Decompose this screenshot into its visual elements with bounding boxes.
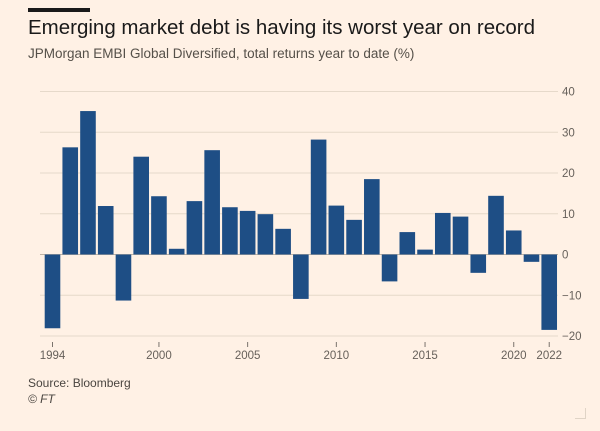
bar-1996 xyxy=(80,111,96,255)
bar-2006 xyxy=(257,214,274,255)
bar-1998 xyxy=(115,254,132,301)
y-tick-label: 20 xyxy=(562,168,575,180)
bar-2013 xyxy=(381,254,398,282)
x-tick-label: 2022 xyxy=(536,350,562,362)
x-tick-label: 2010 xyxy=(324,350,350,362)
chart-subtitle: JPMorgan EMBI Global Diversified, total … xyxy=(28,46,415,61)
bar-1997 xyxy=(97,206,114,255)
x-tick-label: 2015 xyxy=(412,350,438,362)
bar-1995 xyxy=(62,147,79,255)
bar-2012 xyxy=(364,179,380,255)
bar-2007 xyxy=(275,228,291,255)
source-note: Source: Bloomberg xyxy=(28,376,131,390)
bar-2020 xyxy=(505,230,522,255)
bar-2002 xyxy=(186,201,203,255)
bar-2017 xyxy=(452,216,469,255)
bar-2018 xyxy=(470,254,487,273)
x-tick-label: 1994 xyxy=(40,350,66,362)
bar-2009 xyxy=(310,139,327,255)
x-axis-labels: 1994 2000 2005 2010 2015 2020 2022 xyxy=(40,342,562,362)
bars xyxy=(44,111,558,330)
y-tick-label: −20 xyxy=(562,331,582,343)
bar-2010 xyxy=(328,205,345,255)
bar-2019 xyxy=(488,195,504,255)
bar-2011 xyxy=(346,219,362,255)
title-rule xyxy=(28,8,90,12)
bar-2003 xyxy=(204,150,220,255)
bar-2005 xyxy=(239,210,256,255)
y-tick-label: −10 xyxy=(562,290,582,302)
y-tick-label: 30 xyxy=(562,127,575,139)
y-tick-label: 10 xyxy=(562,209,575,221)
bar-2022 xyxy=(541,254,558,330)
y-tick-label: 40 xyxy=(562,87,575,99)
bar-2016 xyxy=(434,212,451,255)
bar-2004 xyxy=(222,207,238,255)
y-tick-label: 0 xyxy=(562,250,568,262)
bar-2021 xyxy=(523,254,540,262)
bar-2015 xyxy=(417,249,433,255)
bar-1999 xyxy=(133,156,149,255)
x-tick-label: 2000 xyxy=(146,350,172,362)
x-tick-label: 2020 xyxy=(501,350,527,362)
chart-title: Emerging market debt is having its worst… xyxy=(28,16,536,39)
ft-credit: © FT xyxy=(28,392,55,406)
x-tick-label: 2005 xyxy=(235,350,261,362)
resize-corner xyxy=(575,408,586,419)
bar-2000 xyxy=(151,196,167,255)
bar-2001 xyxy=(168,248,185,255)
bar-1994 xyxy=(44,254,61,329)
bar-2014 xyxy=(399,232,416,255)
bar-2008 xyxy=(293,254,309,299)
y-axis-labels: 40 30 20 10 0 −10 −20 xyxy=(562,87,582,344)
